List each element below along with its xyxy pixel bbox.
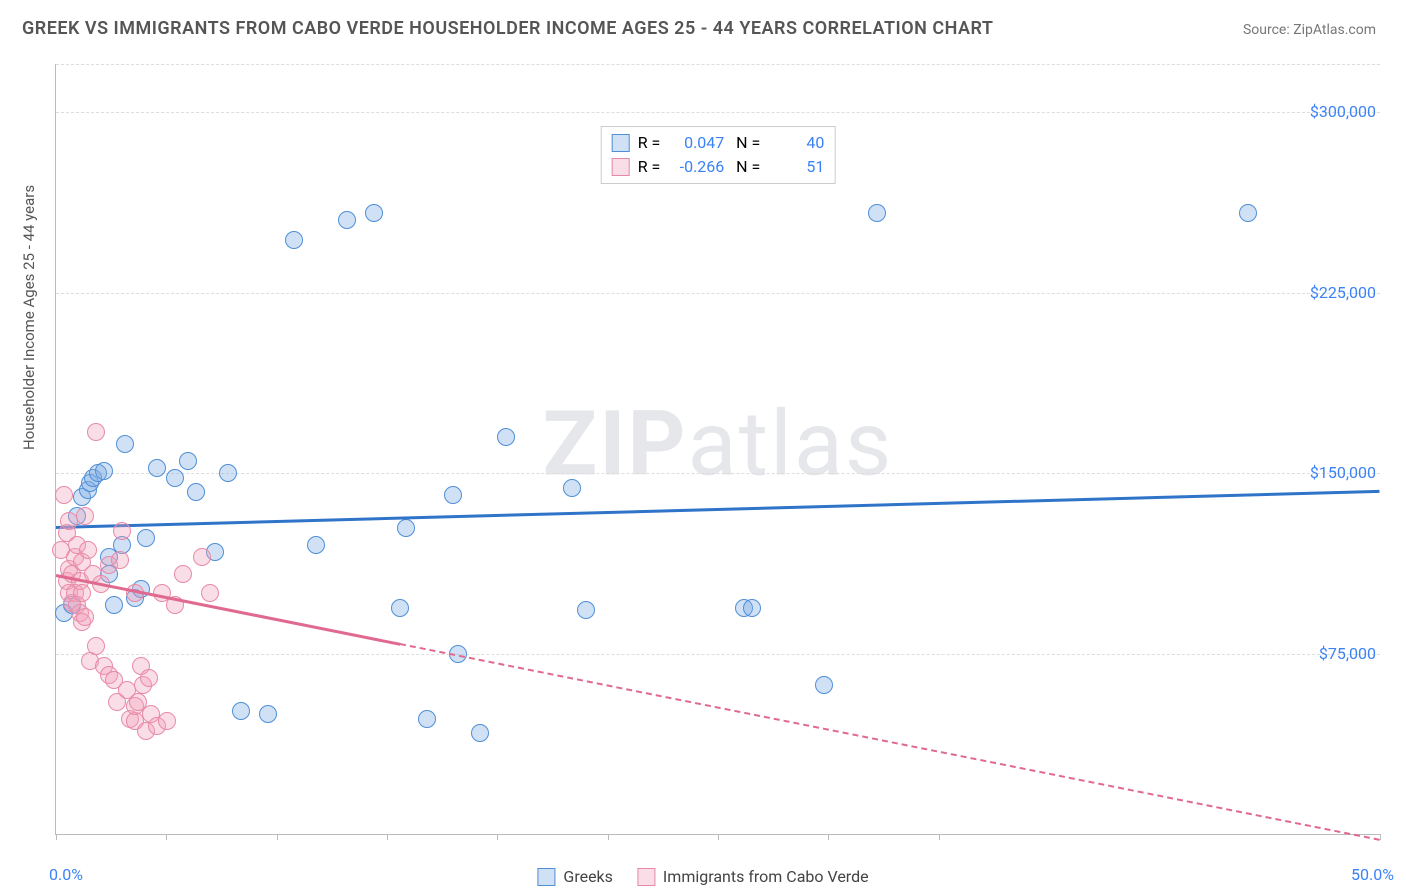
gridline-h [56,473,1380,474]
scatter-point [113,522,131,540]
stats-legend: R = 0.047 N = 40R = -0.266 N = 51 [601,126,836,184]
scatter-point [577,601,595,619]
x-tick-mark [828,834,829,840]
gridline-h [56,112,1380,113]
gridline-h [56,293,1380,294]
bottom-legend: Greeks Immigrants from Cabo Verde [537,867,868,886]
scatter-point [76,507,94,525]
chart-container: GREEK VS IMMIGRANTS FROM CABO VERDE HOUS… [0,0,1406,892]
scatter-point [55,486,73,504]
watermark: ZIPatlas [543,391,894,496]
x-tick-mark [1380,834,1381,840]
scatter-point [815,676,833,694]
scatter-point [148,459,166,477]
scatter-point [201,584,219,602]
scatter-point [497,428,515,446]
scatter-point [95,462,113,480]
scatter-point [174,565,192,583]
scatter-point [73,584,91,602]
x-tick-mark [939,834,940,840]
x-tick-label-min: 0.0% [49,865,83,884]
source-attribution: Source: ZipAtlas.com [1243,22,1376,38]
gridline-h [56,654,1380,655]
scatter-point [105,596,123,614]
scatter-point [187,483,205,501]
chart-title: GREEK VS IMMIGRANTS FROM CABO VERDE HOUS… [22,18,993,39]
y-tick-label: $150,000 [1310,463,1376,482]
trend-line [56,490,1380,529]
stats-legend-row: R = 0.047 N = 40 [612,131,825,155]
scatter-point [79,541,97,559]
scatter-point [868,204,886,222]
scatter-point [232,702,250,720]
gridline-h-top [56,64,1380,65]
scatter-point [563,479,581,497]
trend-line [400,643,1380,841]
y-axis-label: Householder Income Ages 25 - 44 years [20,185,38,450]
scatter-point [743,599,761,617]
x-tick-mark [56,834,57,840]
scatter-point [338,211,356,229]
scatter-point [365,204,383,222]
legend-swatch [612,134,630,152]
scatter-point [111,551,129,569]
scatter-point [444,486,462,504]
x-tick-mark [608,834,609,840]
scatter-point [137,529,155,547]
scatter-point [140,669,158,687]
x-tick-label-max: 50.0% [1351,865,1394,884]
bottom-legend-item: Greeks [537,867,613,886]
stats-legend-text: R = 0.047 N = 40 [638,131,825,155]
x-tick-mark [166,834,167,840]
scatter-point [87,637,105,655]
x-tick-mark [387,834,388,840]
stats-legend-text: R = -0.266 N = 51 [638,155,825,179]
scatter-point [307,536,325,554]
bottom-legend-label: Greeks [563,867,613,886]
y-tick-label: $225,000 [1310,283,1376,302]
scatter-point [418,710,436,728]
scatter-point [219,464,237,482]
bottom-legend-item: Immigrants from Cabo Verde [637,867,869,886]
scatter-point [166,469,184,487]
y-tick-label: $75,000 [1319,644,1376,663]
stats-legend-row: R = -0.266 N = 51 [612,155,825,179]
scatter-point [471,724,489,742]
legend-swatch [637,868,655,886]
scatter-point [193,548,211,566]
scatter-point [116,435,134,453]
x-tick-mark [718,834,719,840]
scatter-point [285,231,303,249]
x-tick-mark [277,834,278,840]
scatter-point [1239,204,1257,222]
scatter-point [397,519,415,537]
legend-swatch [612,158,630,176]
plot-area: ZIPatlas R = 0.047 N = 40R = -0.266 N = … [55,64,1380,835]
scatter-point [179,452,197,470]
bottom-legend-label: Immigrants from Cabo Verde [663,867,869,886]
x-tick-mark [497,834,498,840]
y-tick-label: $300,000 [1310,102,1376,121]
scatter-point [158,712,176,730]
scatter-point [76,608,94,626]
legend-swatch [537,868,555,886]
scatter-point [391,599,409,617]
scatter-point [87,423,105,441]
scatter-point [259,705,277,723]
